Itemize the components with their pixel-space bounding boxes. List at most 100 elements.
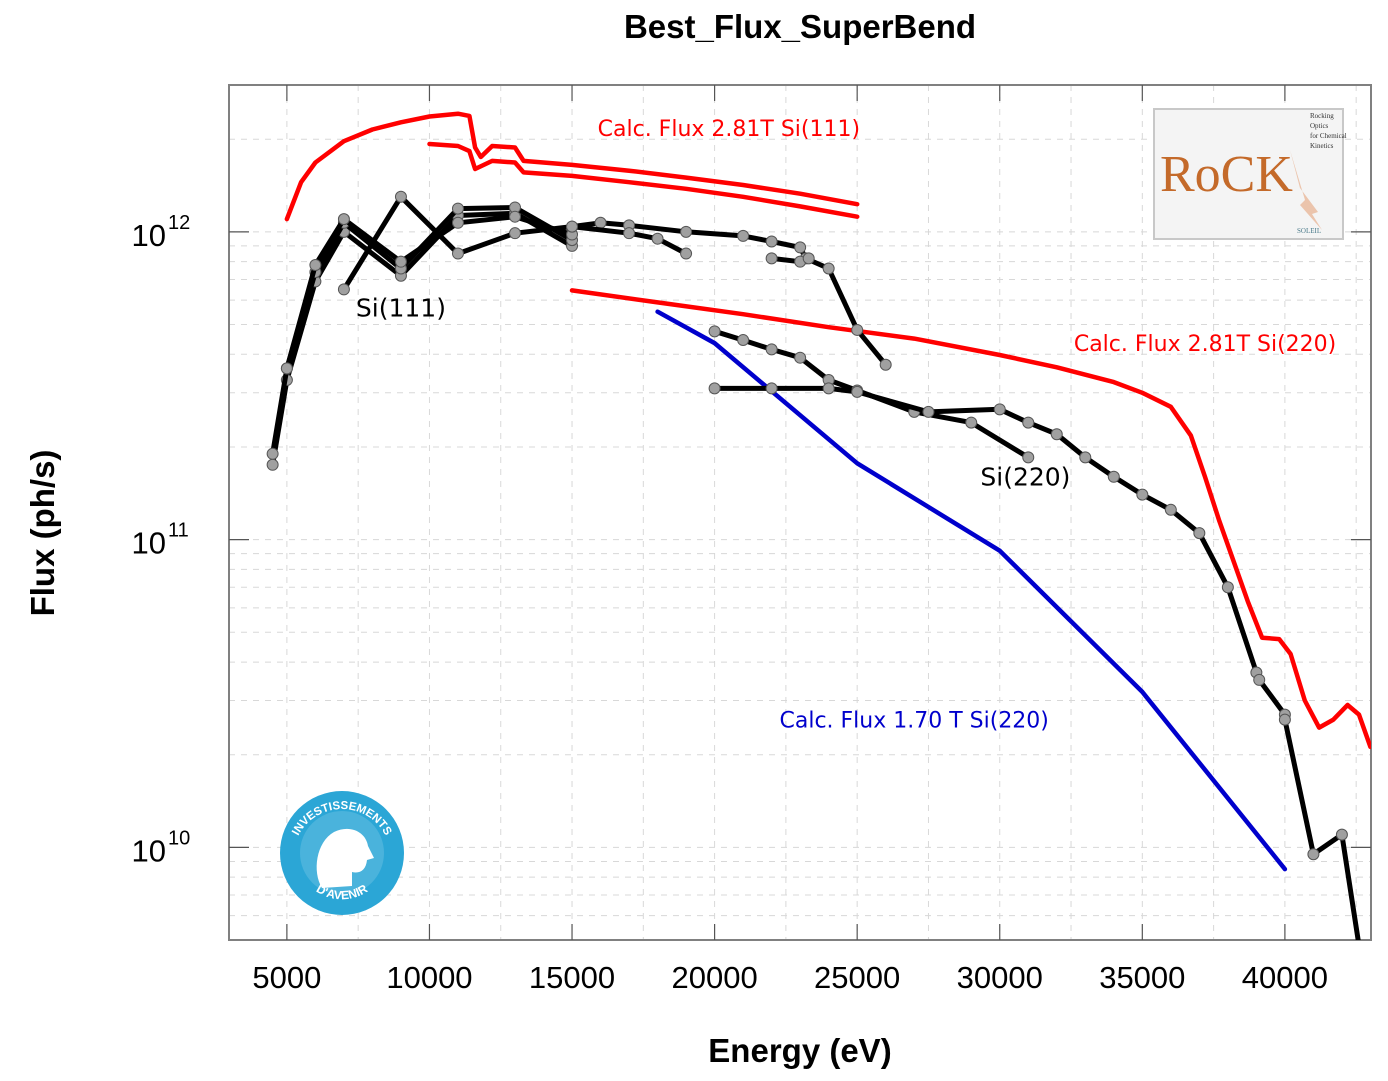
y-tick-label: 10 bbox=[132, 833, 166, 868]
series-si111 bbox=[765, 252, 815, 268]
x-tick-label: 40000 bbox=[1242, 960, 1328, 995]
y-tick-label: 10 bbox=[132, 218, 166, 253]
axis-ticks bbox=[229, 85, 1371, 940]
investissements-avenir-logo: INVESTISSEMENTS D'AVENIR bbox=[280, 791, 404, 915]
annotation-label: Si(111) bbox=[356, 294, 446, 323]
series-line bbox=[569, 288, 1371, 750]
data-point-marker bbox=[765, 252, 778, 265]
x-tick-label: 20000 bbox=[671, 960, 757, 995]
data-point-marker bbox=[851, 385, 864, 398]
data-point-marker bbox=[337, 213, 350, 226]
y-axis-label: Flux (ph/s) bbox=[24, 450, 61, 617]
y-tick-label-exponent: 10 bbox=[168, 827, 190, 849]
data-point-marker bbox=[1221, 581, 1234, 594]
data-point-marker bbox=[965, 416, 978, 429]
data-point-marker bbox=[394, 190, 407, 203]
data-point-marker bbox=[508, 227, 521, 240]
data-point-marker bbox=[594, 216, 607, 229]
data-point-marker bbox=[1136, 488, 1149, 501]
x-tick-label: 15000 bbox=[529, 960, 615, 995]
data-point-marker bbox=[1022, 451, 1035, 464]
y-tick-label: 10 bbox=[132, 526, 166, 561]
rock-logo-acronym-line: for Chemical bbox=[1310, 132, 1347, 140]
data-point-marker bbox=[737, 229, 750, 242]
data-point-marker bbox=[708, 382, 721, 395]
rock-logo-acronym-line: Kinetics bbox=[1310, 142, 1334, 150]
x-tick-label: 25000 bbox=[814, 960, 900, 995]
series-si111 bbox=[337, 190, 892, 371]
data-point-marker bbox=[737, 334, 750, 347]
series-line bbox=[270, 210, 575, 468]
data-point-marker bbox=[1193, 527, 1206, 540]
y-tick-label-exponent: 11 bbox=[168, 520, 189, 542]
data-point-marker bbox=[451, 247, 464, 260]
data-point-marker bbox=[765, 235, 778, 248]
series-si220 bbox=[708, 382, 1361, 940]
x-tick-labels: 5000 10000 15000 20000 25000 30000 35000 40000 bbox=[252, 960, 1328, 995]
data-point-marker bbox=[394, 255, 407, 268]
y-tick-label-exponent: 12 bbox=[168, 212, 190, 234]
series-line bbox=[427, 141, 860, 219]
x-tick-label: 10000 bbox=[386, 960, 472, 995]
data-point-marker bbox=[1079, 451, 1092, 464]
rock-logo-wordmark: RoCK bbox=[1160, 146, 1293, 203]
x-tick-label: 30000 bbox=[957, 960, 1043, 995]
data-point-marker bbox=[266, 447, 279, 460]
series-line bbox=[569, 224, 689, 257]
data-point-marker bbox=[1164, 503, 1177, 516]
data-point-marker bbox=[1307, 848, 1320, 861]
data-point-marker bbox=[851, 323, 864, 336]
rock-logo-footer: SOLEIL bbox=[1297, 227, 1321, 235]
data-point-marker bbox=[1107, 470, 1120, 483]
series-calc_170T_si220 bbox=[655, 309, 1288, 872]
data-point-marker bbox=[1278, 713, 1291, 726]
data-point-marker bbox=[566, 220, 579, 233]
annotation-label: Calc. Flux 2.81T Si(220) bbox=[1074, 332, 1336, 357]
data-point-marker bbox=[765, 343, 778, 356]
data-point-marker bbox=[1022, 416, 1035, 429]
data-point-marker bbox=[794, 241, 807, 254]
annotation-label: Calc. Flux 2.81T Si(111) bbox=[598, 117, 860, 142]
rock-logo-acronym-line: Rocking bbox=[1310, 112, 1334, 120]
data-point-marker bbox=[451, 216, 464, 229]
data-point-marker bbox=[1253, 673, 1266, 686]
data-point-marker bbox=[993, 403, 1006, 416]
series-calc_281T_si111 bbox=[284, 111, 860, 222]
annotation-label: Calc. Flux 1.70 T Si(220) bbox=[779, 709, 1048, 734]
rock-logo-bolt-icon bbox=[1290, 150, 1322, 230]
x-tick-label: 5000 bbox=[252, 960, 321, 995]
series-calc_281T_si111 bbox=[427, 141, 860, 219]
data-point-marker bbox=[879, 358, 892, 371]
rock-logo-acronym: Rocking Optics for Chemical Kinetics bbox=[1310, 112, 1347, 150]
data-point-marker bbox=[802, 252, 815, 265]
series-line bbox=[284, 111, 860, 222]
data-point-marker bbox=[822, 262, 835, 275]
x-tick-label: 35000 bbox=[1099, 960, 1185, 995]
data-point-marker bbox=[794, 351, 807, 364]
data-point-marker bbox=[1050, 428, 1063, 441]
data-point-marker bbox=[280, 362, 293, 375]
series-si111 bbox=[566, 220, 693, 260]
data-point-marker bbox=[680, 247, 693, 260]
rock-logo: RoCK Rocking Optics for Chemical Kinetics S… bbox=[1153, 108, 1347, 240]
data-point-marker bbox=[451, 202, 464, 215]
annotations-layer: Calc. Flux 2.81T Si(111) Calc. Flux 2.81T… bbox=[356, 117, 1336, 734]
data-point-marker bbox=[708, 325, 721, 338]
data-point-marker bbox=[508, 210, 521, 223]
x-axis-label: Energy (eV) bbox=[708, 1032, 891, 1069]
rock-logo-acronym-line: Optics bbox=[1310, 122, 1329, 130]
data-point-marker bbox=[680, 225, 693, 238]
marianne-profile-icon bbox=[316, 828, 374, 888]
series-calc_281T_si220 bbox=[569, 288, 1371, 750]
data-point-marker bbox=[922, 405, 935, 418]
data-point-marker bbox=[651, 232, 664, 245]
plot-frame bbox=[228, 84, 1372, 941]
series-layer bbox=[266, 111, 1371, 940]
data-point-marker bbox=[266, 458, 279, 471]
data-point-marker bbox=[309, 259, 322, 272]
chart-title: Best_Flux_SuperBend bbox=[624, 8, 976, 45]
avenir-logo-bottom-text: D'AVENIR bbox=[314, 881, 370, 902]
annotation-label: Si(220) bbox=[980, 462, 1070, 491]
